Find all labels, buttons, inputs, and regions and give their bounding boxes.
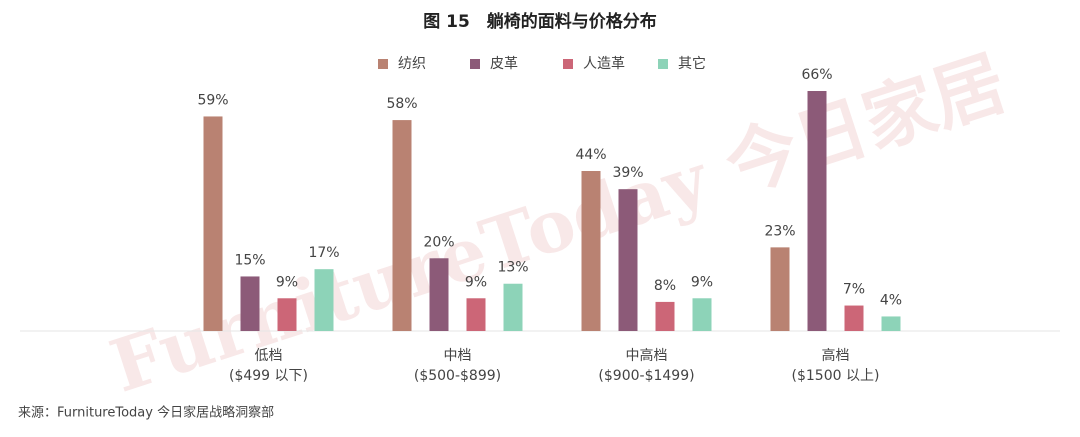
value-label: 7% <box>843 282 865 298</box>
legend-swatch <box>563 59 573 69</box>
source: 来源：FurnitureToday 今日家居战略洞察部 <box>18 405 274 421</box>
watermark: FurnitureToday 今日家居 <box>101 39 1016 409</box>
value-label: 8% <box>654 278 676 294</box>
bar <box>770 247 790 331</box>
legend-swatch <box>378 59 388 69</box>
value-label: 23% <box>764 223 795 239</box>
legend-label: 其它 <box>678 55 706 72</box>
x-tick-label: 高档 <box>822 347 850 364</box>
legend-swatch <box>470 59 480 69</box>
bar <box>503 283 523 331</box>
value-label: 17% <box>308 245 339 261</box>
x-tick-label: 中档 <box>444 348 472 364</box>
legend-label: 纺织 <box>398 56 426 72</box>
legend-label: 人造革 <box>583 56 625 72</box>
bar <box>466 298 486 331</box>
value-label: 9% <box>276 274 298 290</box>
x-tick-sublabel: ($500-$899) <box>414 368 501 384</box>
bar <box>581 171 601 331</box>
bar <box>392 120 412 331</box>
value-label: 39% <box>612 165 643 181</box>
bar <box>881 316 901 331</box>
x-tick-sublabel: ($499 以下) <box>229 368 308 384</box>
value-label: 59% <box>197 92 228 108</box>
chart-title: 图 15 躺椅的面料与价格分布 <box>423 11 657 32</box>
value-label: 66% <box>801 67 832 83</box>
bar <box>655 301 675 331</box>
bar <box>692 298 712 331</box>
value-label: 9% <box>691 274 713 290</box>
bar <box>807 91 827 331</box>
legend-swatch <box>658 59 668 69</box>
value-label: 9% <box>465 274 487 290</box>
bar <box>429 258 449 331</box>
x-tick-label: 低档 <box>255 348 283 364</box>
x-tick-label: 中高档 <box>626 347 668 364</box>
bar <box>314 269 334 331</box>
value-label: 20% <box>423 234 454 250</box>
x-tick-sublabel: ($900-$1499) <box>598 368 694 384</box>
x-tick-sublabel: ($1500 以上) <box>792 368 880 384</box>
bar <box>618 189 638 331</box>
bar <box>277 298 297 331</box>
value-label: 58% <box>386 96 417 112</box>
legend-label: 皮革 <box>490 56 518 72</box>
value-label: 44% <box>575 147 606 163</box>
bar <box>203 116 223 331</box>
value-label: 4% <box>880 292 902 308</box>
value-label: 15% <box>234 252 265 268</box>
bar <box>844 305 864 331</box>
value-label: 13% <box>497 260 528 276</box>
bar <box>240 276 260 331</box>
